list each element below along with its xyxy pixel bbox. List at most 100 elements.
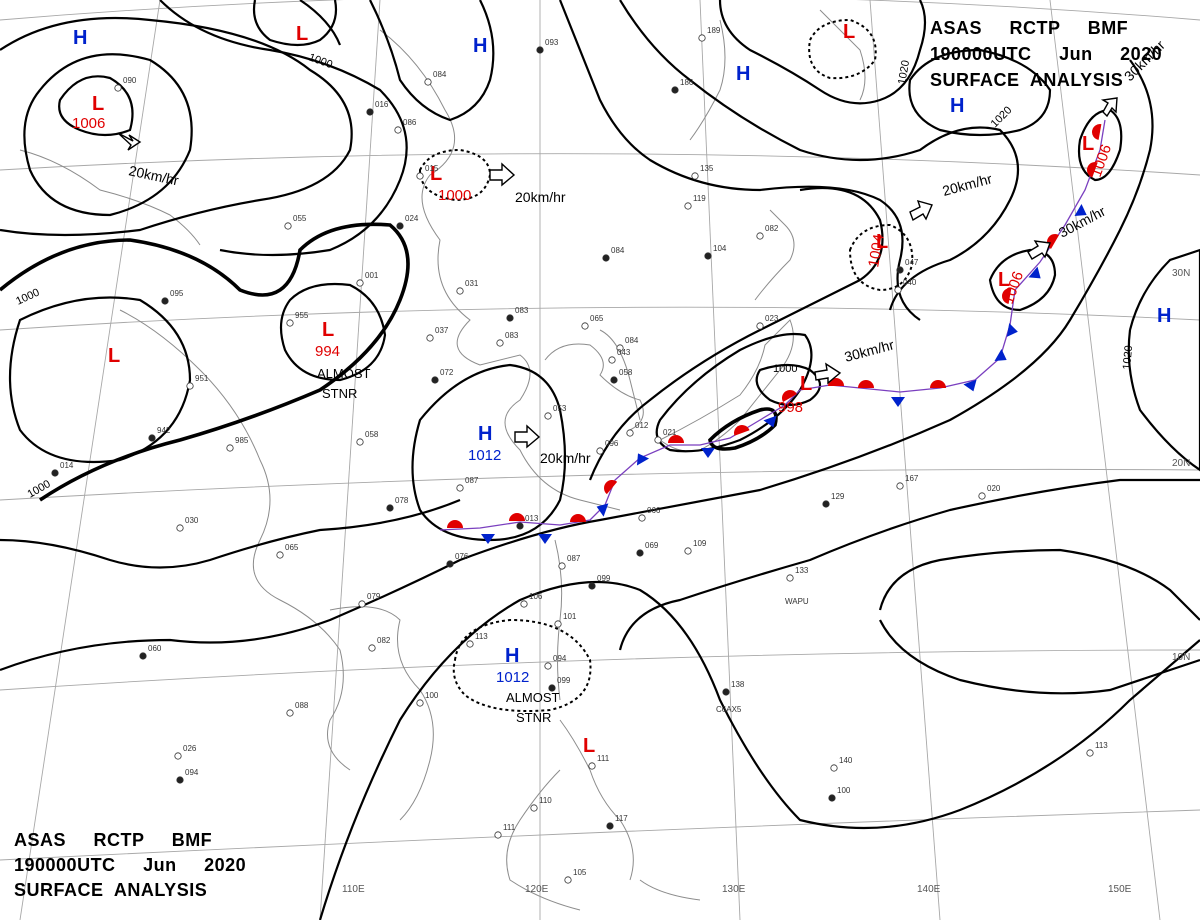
station-circle (830, 764, 838, 772)
station-pressure: 104 (713, 244, 727, 253)
station-pressure: 140 (839, 756, 853, 765)
header-line: ASAS RCTP BMF (14, 830, 212, 850)
movement-speed: 20km/hr (127, 162, 180, 188)
isobar (0, 16, 353, 237)
station-pressure: 099 (597, 574, 611, 583)
warm-front-symbol (930, 380, 946, 388)
station-circle (516, 522, 524, 530)
isobar (878, 548, 1200, 621)
lat-label: 10N (1172, 652, 1190, 663)
station-circle (756, 322, 764, 330)
low-center-marker: L (1082, 133, 1094, 155)
cold-front-symbol (1006, 323, 1018, 337)
isobar-label: 1020 (896, 59, 912, 85)
station-circle (431, 376, 439, 384)
isobar (369, 0, 495, 122)
station-circle (564, 876, 572, 884)
lon-label: 130E (722, 884, 746, 895)
station-id: C6AX5 (716, 705, 742, 714)
central-pressure: 998 (778, 399, 803, 416)
header-line: 190000UTC Jun 2020 (930, 44, 1162, 64)
isobar (159, 0, 408, 257)
isobar (8, 296, 192, 464)
station-circle (588, 582, 596, 590)
station-pressure: 055 (293, 214, 307, 223)
isobar (252, 0, 338, 47)
high-center-marker: H (73, 27, 87, 49)
station-circle (558, 562, 566, 570)
isobar (558, 0, 921, 321)
station-pressure: 072 (440, 368, 454, 377)
isobar (1127, 248, 1200, 472)
station-circle (544, 412, 552, 420)
station-pressure: 047 (905, 258, 919, 267)
station-pressure: 105 (573, 868, 587, 877)
central-pressure: 1012 (468, 447, 501, 464)
low-center-marker: L (430, 163, 442, 185)
cold-front-symbol (763, 415, 777, 428)
station-pressure: 069 (645, 541, 659, 550)
low-center-marker: L (583, 735, 595, 757)
cold-front-symbol (1028, 266, 1041, 279)
station-circle (358, 600, 366, 608)
cold-front-symbol (636, 453, 650, 466)
cold-front-symbol (963, 379, 977, 392)
station-pressure: 026 (183, 744, 197, 753)
station-pressure: 109 (693, 539, 707, 548)
station-circle (626, 429, 634, 437)
station-circle (704, 252, 712, 260)
pressure-centers: H L H H L H L 1006 L 1000 L 994 L H 1012… (72, 21, 1171, 757)
isobar (908, 48, 1052, 137)
station-circle (506, 314, 514, 322)
station-circle (548, 684, 556, 692)
station-circle (756, 232, 764, 240)
station-circle (494, 831, 502, 839)
station-pressure: 119 (693, 194, 706, 203)
lon-label: 140E (917, 884, 941, 895)
station-pressure: 133 (795, 566, 809, 575)
station-circle (581, 322, 589, 330)
station-pressure: 079 (367, 592, 381, 601)
header-line: SURFACE ANALYSIS (930, 70, 1123, 90)
station-circle (698, 34, 706, 42)
station-circle (606, 822, 614, 830)
isobar (0, 222, 410, 502)
station-circle (456, 287, 464, 295)
station-circle (691, 172, 699, 180)
coastlines (19, 9, 866, 911)
station-pressure: 030 (185, 516, 199, 525)
station-pressure: 099 (557, 676, 571, 685)
lon-label: 150E (1108, 884, 1132, 895)
station-pressure: 942 (157, 426, 171, 435)
station-circle (186, 382, 194, 390)
isobar (1077, 108, 1123, 182)
cold-front-symbol (891, 397, 905, 407)
station-circle (610, 376, 618, 384)
station-pressure: 090 (123, 76, 137, 85)
station-circle (978, 492, 986, 500)
station-circle (520, 600, 528, 608)
stationary-note: STNR (516, 710, 551, 725)
station-circle (286, 319, 294, 327)
station-pressure: 065 (590, 314, 604, 323)
station-circle (161, 297, 169, 305)
station-pressure: 084 (611, 246, 625, 255)
isobar (58, 75, 134, 137)
station-circle (636, 549, 644, 557)
station-pressure: 014 (60, 461, 74, 470)
station-circle (684, 202, 692, 210)
station-pressure: 082 (377, 636, 391, 645)
station-pressure: 094 (185, 768, 199, 777)
station-pressure: 985 (235, 436, 249, 445)
isobar (619, 0, 1020, 311)
header-line: ASAS RCTP BMF (930, 18, 1128, 38)
cold-front-symbol (596, 503, 609, 517)
stationary-note: STNR (322, 386, 357, 401)
station-pressure: 100 (425, 691, 439, 700)
station-pressure: 083 (505, 331, 519, 340)
station-pressure: 113 (475, 632, 488, 641)
cold-front-symbol (994, 348, 1007, 362)
station-circle (366, 108, 374, 116)
